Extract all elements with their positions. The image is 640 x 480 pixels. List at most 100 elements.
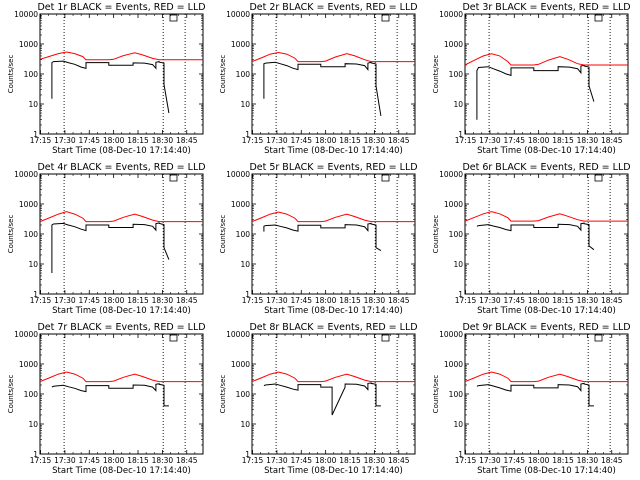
x-axis-label: Start Time (08-Dec-10 17:14:40) <box>52 146 191 156</box>
x-tick-label: 18:00 <box>103 456 125 465</box>
y-tick-label: 10000 <box>439 10 463 19</box>
x-tick-label: 17:45 <box>78 296 100 305</box>
y-tick-label: 100 <box>24 230 39 239</box>
y-tick-label: 1000 <box>444 200 463 209</box>
x-tick-label: 17:45 <box>290 296 312 305</box>
series-lld-line <box>464 211 628 222</box>
x-tick-label: 18:00 <box>315 136 337 145</box>
x-tick-label: 18:15 <box>552 136 574 145</box>
panel-1: Det 1r BLACK = Events, RED = LLD 1 10 100 10… <box>7 2 206 156</box>
panel-title: Det 4r BLACK = Events, RED = LLD <box>37 162 205 173</box>
y-tick-label: 10 <box>28 420 38 429</box>
panel-2: Det 2r BLACK = Events, RED = LLD 1 10 100 10… <box>219 2 418 156</box>
y-tick-label: 100 <box>236 390 251 399</box>
y-axis-label: Counts/sec <box>432 215 440 254</box>
panel-6: Det 6r BLACK = Events, RED = LLD 1 10 100 10… <box>432 162 631 316</box>
y-tick-label: 1 <box>458 450 463 459</box>
series-lld-line <box>251 51 415 63</box>
marker-box <box>594 334 603 342</box>
x-tick-label: 17:45 <box>503 456 525 465</box>
series-events-line <box>51 383 169 407</box>
panel-title: Det 1r BLACK = Events, RED = LLD <box>37 2 205 13</box>
y-axis-label: Counts/sec <box>219 375 227 414</box>
marker-box <box>169 14 178 22</box>
y-tick-label: 10000 <box>14 330 38 339</box>
series-lld-line <box>39 371 203 383</box>
x-tick-label: 18:15 <box>127 296 149 305</box>
y-axis-label: Counts/sec <box>219 215 227 254</box>
x-axis-label: Start Time (08-Dec-10 17:14:40) <box>477 306 616 316</box>
y-tick-label: 1 <box>245 290 250 299</box>
panel-title: Det 7r BLACK = Events, RED = LLD <box>37 322 205 333</box>
marker-box <box>594 14 603 22</box>
x-tick-label: 17:30 <box>266 456 288 465</box>
x-axis-label: Start Time (08-Dec-10 17:14:40) <box>477 466 616 476</box>
marker-box <box>381 174 390 182</box>
y-axis-label: Counts/sec <box>219 55 227 94</box>
y-tick-label: 10 <box>240 420 250 429</box>
y-tick-label: 1 <box>458 290 463 299</box>
x-tick-label: 17:30 <box>54 456 76 465</box>
y-tick-label: 1000 <box>19 360 38 369</box>
marker-box <box>594 174 603 182</box>
series-lld-line <box>464 371 628 383</box>
x-tick-label: 17:30 <box>266 296 288 305</box>
x-tick-label: 17:30 <box>54 136 76 145</box>
x-tick-label: 18:45 <box>176 136 198 145</box>
y-tick-label: 10 <box>453 420 463 429</box>
y-tick-label: 1 <box>458 130 463 139</box>
panel-4: Det 4r BLACK = Events, RED = LLD 1 10 100 10… <box>7 162 206 316</box>
x-tick-label: 17:45 <box>503 296 525 305</box>
x-tick-label: 18:45 <box>388 456 410 465</box>
y-axis-label: Counts/sec <box>432 55 440 94</box>
x-tick-label: 18:00 <box>315 296 337 305</box>
x-tick-label: 18:30 <box>152 296 174 305</box>
x-tick-label: 18:30 <box>577 456 599 465</box>
x-axis-label: Start Time (08-Dec-10 17:14:40) <box>52 466 191 476</box>
y-tick-label: 1 <box>33 450 38 459</box>
series-events-line <box>263 382 381 416</box>
x-tick-label: 18:15 <box>552 296 574 305</box>
x-tick-label: 18:45 <box>388 296 410 305</box>
panel-7: Det 7r BLACK = Events, RED = LLD 1 10 100 10… <box>7 322 206 476</box>
x-tick-label: 17:45 <box>290 136 312 145</box>
x-axis-label: Start Time (08-Dec-10 17:14:40) <box>264 306 403 316</box>
y-tick-label: 1000 <box>19 40 38 49</box>
marker-box <box>381 334 390 342</box>
x-tick-label: 17:15 <box>30 456 52 465</box>
y-tick-label: 1000 <box>19 200 38 209</box>
panel-title: Det 6r BLACK = Events, RED = LLD <box>462 162 630 173</box>
x-tick-label: 18:15 <box>339 296 361 305</box>
y-tick-label: 100 <box>24 390 39 399</box>
y-axis-label: Counts/sec <box>7 375 15 414</box>
y-axis-label: Counts/sec <box>7 55 15 94</box>
x-tick-label: 18:00 <box>315 456 337 465</box>
y-axis-label: Counts/sec <box>432 375 440 414</box>
y-tick-label: 100 <box>449 390 464 399</box>
x-tick-label: 18:15 <box>339 456 361 465</box>
panel-9: Det 9r BLACK = Events, RED = LLD 1 10 100 10… <box>432 322 631 476</box>
y-tick-label: 1000 <box>231 200 250 209</box>
series-events-line <box>476 64 595 120</box>
x-axis-label: Start Time (08-Dec-10 17:14:40) <box>52 306 191 316</box>
y-tick-label: 10 <box>240 260 250 269</box>
y-tick-label: 10000 <box>439 330 463 339</box>
y-tick-label: 10000 <box>14 170 38 179</box>
series-events-line <box>476 382 594 407</box>
x-tick-label: 18:45 <box>601 456 623 465</box>
x-tick-label: 17:45 <box>78 456 100 465</box>
x-tick-label: 17:30 <box>266 136 288 145</box>
x-tick-label: 18:30 <box>364 456 386 465</box>
y-tick-label: 100 <box>449 70 464 79</box>
y-tick-label: 1 <box>245 450 250 459</box>
x-tick-label: 17:45 <box>78 136 100 145</box>
x-axis-label: Start Time (08-Dec-10 17:14:40) <box>477 146 616 156</box>
x-tick-label: 17:30 <box>479 136 501 145</box>
y-tick-label: 10000 <box>226 330 250 339</box>
y-tick-label: 1 <box>33 130 38 139</box>
series-events-line <box>51 60 170 114</box>
y-tick-label: 10 <box>453 260 463 269</box>
y-tick-label: 10 <box>453 100 463 109</box>
y-tick-label: 10 <box>28 260 38 269</box>
